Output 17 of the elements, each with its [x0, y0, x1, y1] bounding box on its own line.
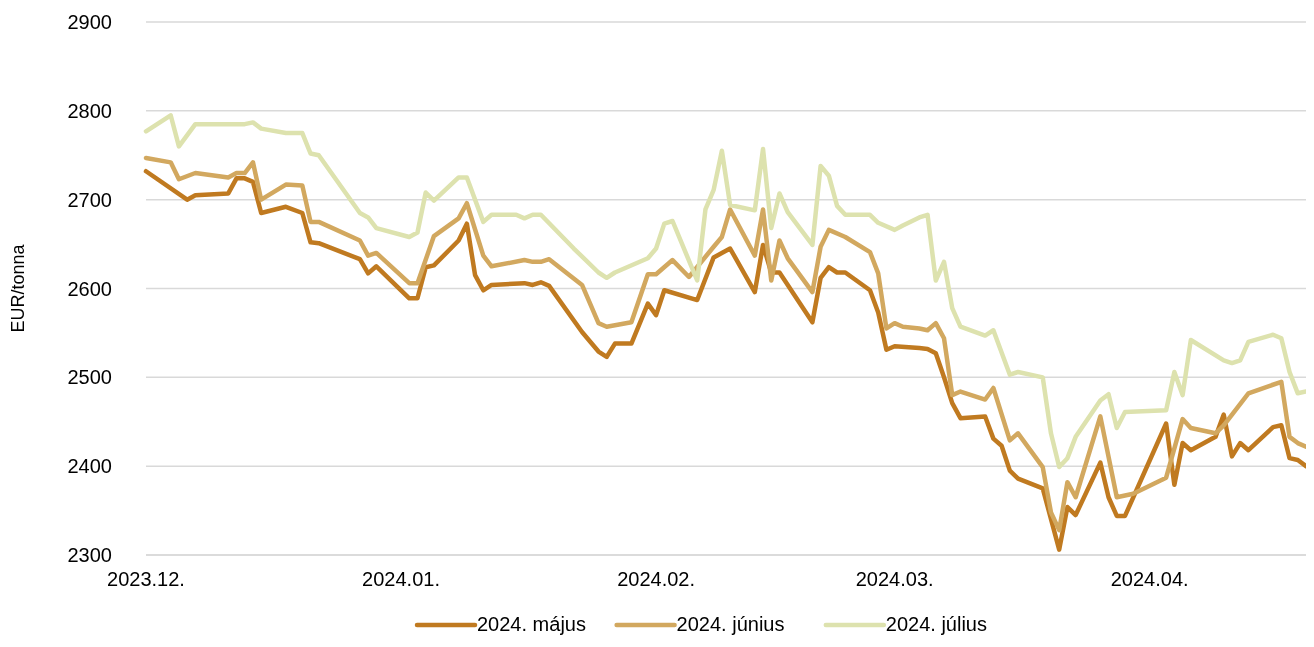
- x-tick-label: 2024.03.: [855, 568, 934, 590]
- y-tick-label: 2800: [67, 99, 112, 122]
- y-tick-label: 2500: [67, 366, 112, 389]
- line-series: [143, 113, 1306, 470]
- legend-label: 2024. július: [885, 613, 987, 635]
- y-tick-label: 2600: [67, 277, 112, 300]
- y-axis-title: EUR/tonna: [8, 243, 28, 333]
- x-tick-label: 2024.02.: [617, 568, 695, 590]
- y-tick-label: 2300: [67, 544, 112, 566]
- x-tick-label: 2024.01.: [362, 568, 440, 590]
- y-tick-label: 2900: [67, 11, 112, 33]
- y-tick-label: 2700: [67, 188, 112, 211]
- x-tick-label: 2024.04.: [1110, 568, 1189, 590]
- x-tick-label: 2023.12.: [107, 568, 185, 590]
- legend-label: 2024. május: [477, 613, 586, 635]
- y-tick-label: 2400: [67, 455, 112, 478]
- legend-label: 2024. június: [676, 613, 785, 635]
